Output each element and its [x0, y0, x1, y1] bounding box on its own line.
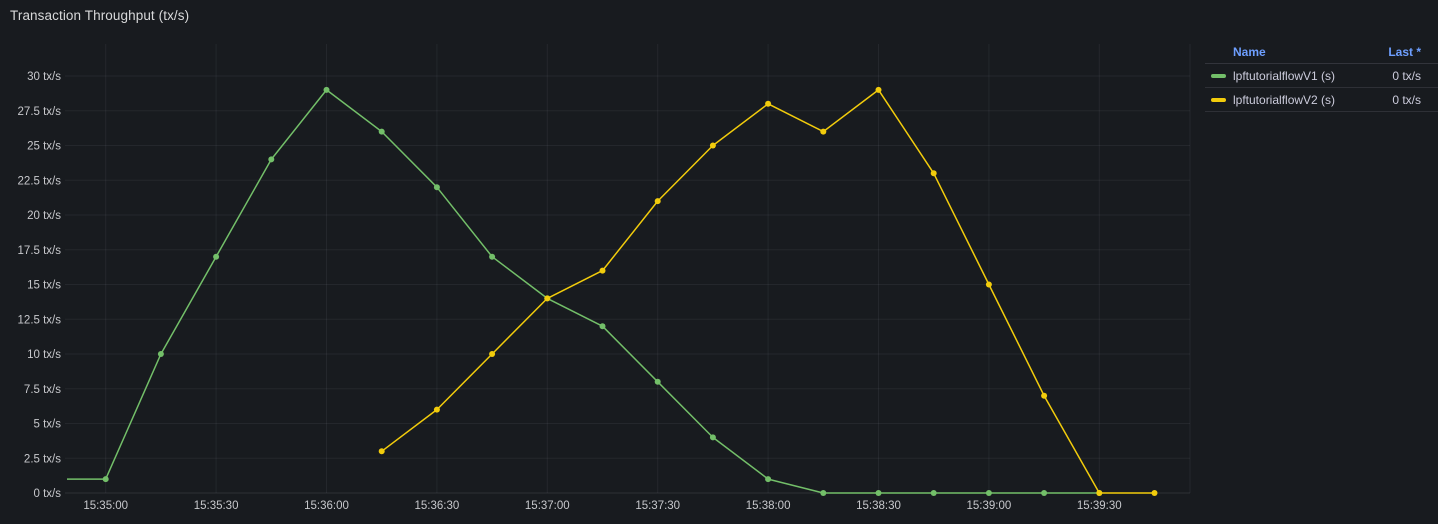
y-axis-tick-label: 30 tx/s	[27, 71, 61, 83]
y-axis-tick-label: 17.5 tx/s	[18, 245, 62, 257]
panel-title[interactable]: Transaction Throughput (tx/s)	[10, 8, 190, 23]
legend-series-name-v2[interactable]: lpftutorialflowV2 (s)	[1233, 92, 1336, 107]
x-axis-tick-label: 15:37:00	[525, 500, 570, 512]
series-v1-data-point	[323, 86, 330, 93]
series-v1-data-point	[709, 434, 716, 441]
x-axis-tick-label: 15:37:30	[635, 500, 680, 512]
series-v1-data-point	[820, 490, 827, 496]
y-axis-tick-label: 5 tx/s	[34, 419, 62, 431]
y-axis-tick-label: 12.5 tx/s	[18, 314, 62, 326]
y-axis-tick-label: 27.5 tx/s	[18, 106, 62, 118]
series-v2-data-point	[820, 128, 827, 135]
series-v1-data-point	[157, 351, 164, 357]
legend-series-last-v2: 0 tx/s	[1392, 92, 1421, 107]
series-v1-data-point	[930, 490, 937, 496]
series-v1-data-point	[654, 378, 661, 385]
series-line-v1	[67, 89, 1100, 494]
legend-header-last[interactable]: Last *	[1388, 44, 1421, 59]
legend-row-v2: lpftutorialflowV2 (s) 0 tx/s	[1205, 88, 1438, 112]
y-axis-tick-label: 10 tx/s	[27, 349, 61, 361]
series-v2-dash-icon	[1211, 97, 1226, 102]
legend-header-name[interactable]: Name	[1233, 44, 1266, 59]
series-v2-data-point	[765, 100, 772, 107]
series-v2-data-point	[1041, 392, 1048, 399]
series-v1-data-point	[1041, 490, 1048, 496]
series-v1-data-point	[875, 490, 882, 496]
legend-row-v1: lpftutorialflowV1 (s) 0 tx/s	[1205, 64, 1438, 88]
x-axis-tick-label: 15:38:30	[856, 500, 901, 512]
y-axis-tick-label: 2.5 tx/s	[24, 453, 61, 465]
legend-table: Name Last * lpftutorialflowV1 (s) 0 tx/s…	[1205, 40, 1438, 112]
series-v2-data-point	[1151, 490, 1158, 496]
x-axis-tick-label: 15:36:00	[304, 500, 349, 512]
series-v1-dash-icon	[1211, 73, 1226, 78]
series-v2-data-point	[875, 86, 882, 93]
series-v1-data-point	[489, 253, 496, 260]
series-v2-data-point	[378, 448, 385, 455]
x-axis-tick-label: 15:36:30	[415, 500, 460, 512]
y-axis-tick-label: 20 tx/s	[27, 210, 61, 222]
x-axis-tick-label: 15:39:00	[967, 500, 1012, 512]
y-axis-tick-label: 7.5 tx/s	[24, 384, 61, 396]
y-axis-tick-label: 25 tx/s	[27, 141, 61, 153]
series-v1-data-point	[102, 476, 109, 483]
y-axis-tick-label: 15 tx/s	[27, 280, 61, 292]
series-v1-data-point	[433, 184, 440, 191]
x-axis-tick-label: 15:39:30	[1077, 500, 1122, 512]
x-axis-tick-label: 15:35:30	[194, 500, 239, 512]
series-v2-data-point	[599, 267, 606, 274]
series-v1-data-point	[599, 323, 606, 330]
legend-series-name-v1[interactable]: lpftutorialflowV1 (s)	[1233, 68, 1336, 83]
series-v1-data-point	[765, 476, 772, 483]
x-axis-tick-label: 15:35:00	[83, 500, 128, 512]
series-v1-data-point	[268, 156, 275, 163]
legend-series-last-v1: 0 tx/s	[1392, 68, 1421, 83]
series-v2-data-point	[544, 295, 551, 302]
legend-header-row: Name Last *	[1205, 40, 1438, 64]
series-v2-data-point	[930, 170, 937, 177]
series-v1-data-point	[985, 490, 992, 496]
y-axis-tick-label: 0 tx/s	[34, 488, 62, 500]
x-axis-tick-label: 15:38:00	[746, 500, 791, 512]
series-v2-data-point	[1096, 490, 1103, 496]
series-v1-data-point	[213, 253, 220, 260]
series-v2-data-point	[489, 351, 496, 357]
series-v2-data-point	[709, 142, 716, 149]
series-v2-data-point	[654, 198, 661, 205]
y-axis-tick-label: 22.5 tx/s	[18, 175, 62, 187]
series-v1-data-point	[378, 128, 385, 135]
series-v2-data-point	[433, 406, 440, 413]
series-v2-data-point	[985, 281, 992, 288]
